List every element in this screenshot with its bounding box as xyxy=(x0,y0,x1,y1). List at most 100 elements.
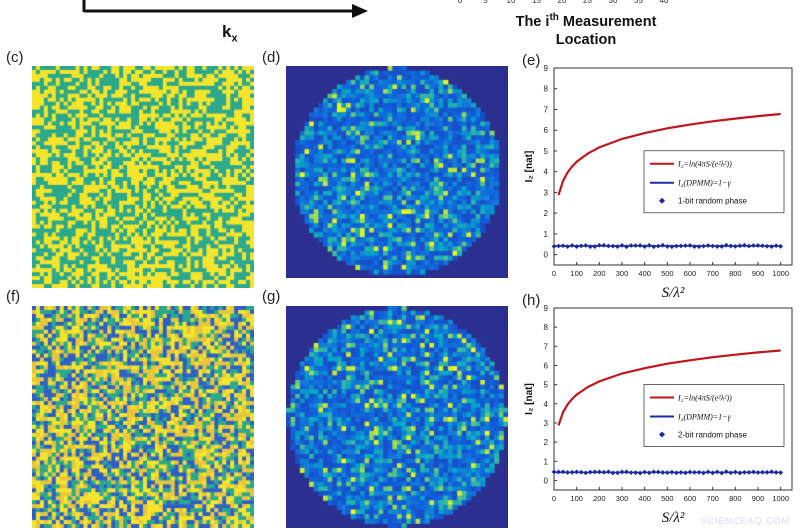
y-tick-label: 7 xyxy=(544,105,549,114)
series-marker xyxy=(683,243,688,249)
x-axis-label: S/λ² xyxy=(662,285,685,301)
series-marker xyxy=(710,243,716,249)
top-xlabel: The ith Measurement xyxy=(515,12,657,30)
series-marker xyxy=(742,469,747,475)
top-tick-label: 5 xyxy=(483,0,488,5)
series-marker xyxy=(583,243,589,248)
series-marker xyxy=(678,243,684,249)
series-marker xyxy=(655,469,661,475)
series-marker xyxy=(714,244,720,249)
x-tick-label: 700 xyxy=(706,494,719,503)
y-axis-label: I₂ [nat] xyxy=(524,383,535,415)
series-marker xyxy=(683,470,688,476)
top-tick-label: 10 xyxy=(506,0,516,5)
series-marker xyxy=(556,469,561,475)
series-marker xyxy=(687,242,693,248)
series-marker xyxy=(687,469,693,475)
y-tick-label: 8 xyxy=(544,323,549,332)
series-marker xyxy=(651,244,657,250)
series-marker xyxy=(701,243,706,249)
series-marker xyxy=(569,243,575,248)
series-marker xyxy=(773,470,779,475)
series-marker xyxy=(565,244,570,250)
series-marker xyxy=(692,244,697,249)
series-marker xyxy=(646,470,652,476)
series-marker xyxy=(760,469,765,475)
series-marker xyxy=(637,470,643,476)
series-marker xyxy=(551,469,557,475)
series-marker xyxy=(587,244,593,250)
series-marker xyxy=(674,243,679,249)
series-marker xyxy=(592,469,598,475)
circular-intensity-map-1 xyxy=(286,66,508,278)
series-marker xyxy=(610,470,616,476)
series-marker xyxy=(719,244,725,249)
series-marker xyxy=(723,469,729,475)
series-marker xyxy=(755,470,761,475)
series-marker xyxy=(642,469,648,475)
series-marker xyxy=(728,470,734,476)
y-tick-label: 2 xyxy=(544,209,549,218)
series-marker xyxy=(596,242,602,248)
top-tick-label: 35 xyxy=(634,0,643,5)
series-marker xyxy=(606,469,611,475)
series-marker xyxy=(678,470,684,475)
series-marker xyxy=(719,470,725,476)
series-marker xyxy=(664,470,670,476)
series-capacity-curve xyxy=(557,112,781,196)
x-tick-label: 500 xyxy=(661,269,674,278)
legend-swatch-marker xyxy=(659,431,665,438)
series-marker xyxy=(778,470,784,476)
series-marker xyxy=(755,243,761,248)
series-marker xyxy=(751,469,756,475)
y-tick-label: 3 xyxy=(544,419,549,428)
series-marker xyxy=(637,243,643,248)
series-marker xyxy=(714,469,720,475)
series-marker xyxy=(696,244,702,250)
y-tick-label: 7 xyxy=(544,342,549,351)
series-marker xyxy=(732,469,738,475)
series-marker xyxy=(633,470,638,476)
series-marker xyxy=(628,470,634,476)
series-marker xyxy=(578,469,584,475)
plot-frame xyxy=(553,67,793,266)
y-axis-label: I₂ [nat] xyxy=(524,151,535,183)
legend-label-line: I₂(DPMM)=1−γ xyxy=(677,179,732,188)
y-tick-label: 4 xyxy=(544,400,549,409)
series-marker xyxy=(764,469,770,475)
series-marker xyxy=(592,244,598,249)
y-tick-label: 5 xyxy=(544,147,549,156)
x-tick-label: 800 xyxy=(729,269,742,278)
panel-label-f: (f) xyxy=(6,288,21,305)
x-tick-label: 200 xyxy=(593,269,606,278)
series-marker xyxy=(610,243,616,249)
x-tick-label: 600 xyxy=(684,494,697,503)
y-tick-label: 6 xyxy=(544,126,549,135)
x-tick-label: 200 xyxy=(593,494,606,503)
series-marker xyxy=(628,243,634,248)
series-marker xyxy=(737,243,743,249)
y-tick-label: 1 xyxy=(544,457,549,466)
x-tick-label: 1000 xyxy=(772,494,789,503)
series-marker xyxy=(556,243,561,249)
x-tick-label: 600 xyxy=(684,269,697,278)
x-tick-label: 400 xyxy=(638,269,651,278)
y-tick-label: 8 xyxy=(544,85,549,94)
series-marker xyxy=(664,244,670,249)
top-tick-label: 15 xyxy=(532,0,541,5)
series-marker xyxy=(660,470,666,475)
series-marker xyxy=(578,243,584,249)
panel-label-c: (c) xyxy=(6,49,24,66)
series-marker xyxy=(769,469,774,475)
top-tick-label: 0 xyxy=(457,0,463,5)
legend-label-curve: I₂=ln(4πS/(e²λ²)) xyxy=(677,160,732,169)
plot-frame xyxy=(553,307,793,491)
series-marker xyxy=(615,470,620,476)
series-marker xyxy=(615,244,620,249)
two-bit-phase-map xyxy=(32,306,254,528)
series-marker xyxy=(633,243,638,248)
x-tick-label: 400 xyxy=(638,494,651,503)
series-marker xyxy=(583,470,589,476)
x-tick-label: 1000 xyxy=(772,269,789,278)
series-marker xyxy=(601,469,607,475)
